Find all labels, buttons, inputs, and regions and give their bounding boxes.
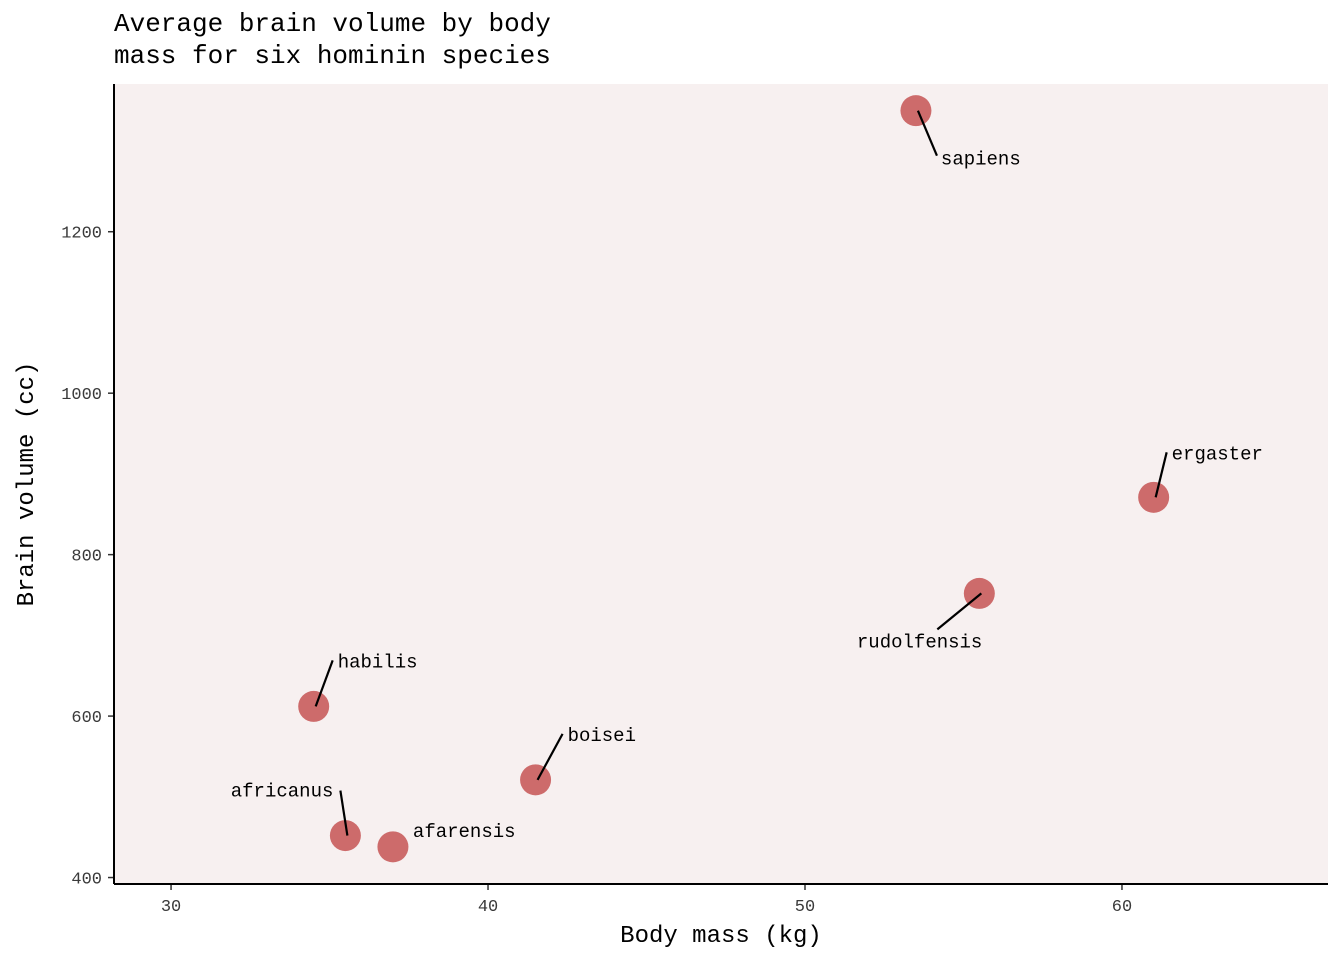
label-leader-line — [339, 790, 349, 836]
label-leader-line — [916, 110, 938, 157]
point-label-rudolfensis: rudolfensis — [857, 631, 982, 653]
chart-title: Average brain volume by body mass for si… — [114, 9, 551, 71]
y-tick-label: 1000 — [61, 386, 102, 405]
label-leader-line — [536, 733, 564, 781]
label-leader-line — [314, 660, 334, 707]
point-labels: afarensis africanus habilis boisei rudolfens… — [231, 110, 1263, 843]
label-leader-line — [1154, 452, 1168, 498]
y-tick-label: 400 — [71, 871, 102, 890]
point-label-ergaster: ergaster — [1172, 443, 1263, 465]
data-point-sapiens — [900, 95, 932, 127]
y-tick-label: 800 — [71, 548, 102, 567]
plot-panel — [114, 84, 1328, 884]
point-label-boisei: boisei — [568, 725, 636, 747]
y-axis-ticks: 400 600 800 1000 1200 — [61, 225, 114, 890]
data-point-ergaster — [1138, 481, 1170, 513]
y-tick-label: 1200 — [61, 225, 102, 244]
data-point-afarensis — [377, 831, 409, 863]
point-label-afarensis: afarensis — [413, 821, 516, 843]
x-tick-label: 30 — [161, 898, 181, 917]
y-tick-label: 600 — [71, 709, 102, 728]
y-axis-title: Brain volume (cc) — [14, 362, 41, 607]
data-points — [298, 95, 1170, 863]
point-label-africanus: africanus — [231, 781, 334, 803]
x-tick-label: 50 — [795, 898, 815, 917]
x-axis-title: Body mass (kg) — [620, 923, 822, 950]
point-label-sapiens: sapiens — [941, 149, 1021, 171]
x-axis-ticks: 30 40 50 60 — [161, 884, 1132, 917]
label-leader-line — [936, 592, 983, 631]
data-point-boisei — [520, 764, 552, 796]
x-tick-label: 40 — [478, 898, 498, 917]
point-label-habilis: habilis — [338, 651, 418, 673]
data-point-africanus — [329, 820, 361, 852]
data-point-habilis — [298, 690, 330, 722]
x-tick-label: 60 — [1112, 898, 1132, 917]
